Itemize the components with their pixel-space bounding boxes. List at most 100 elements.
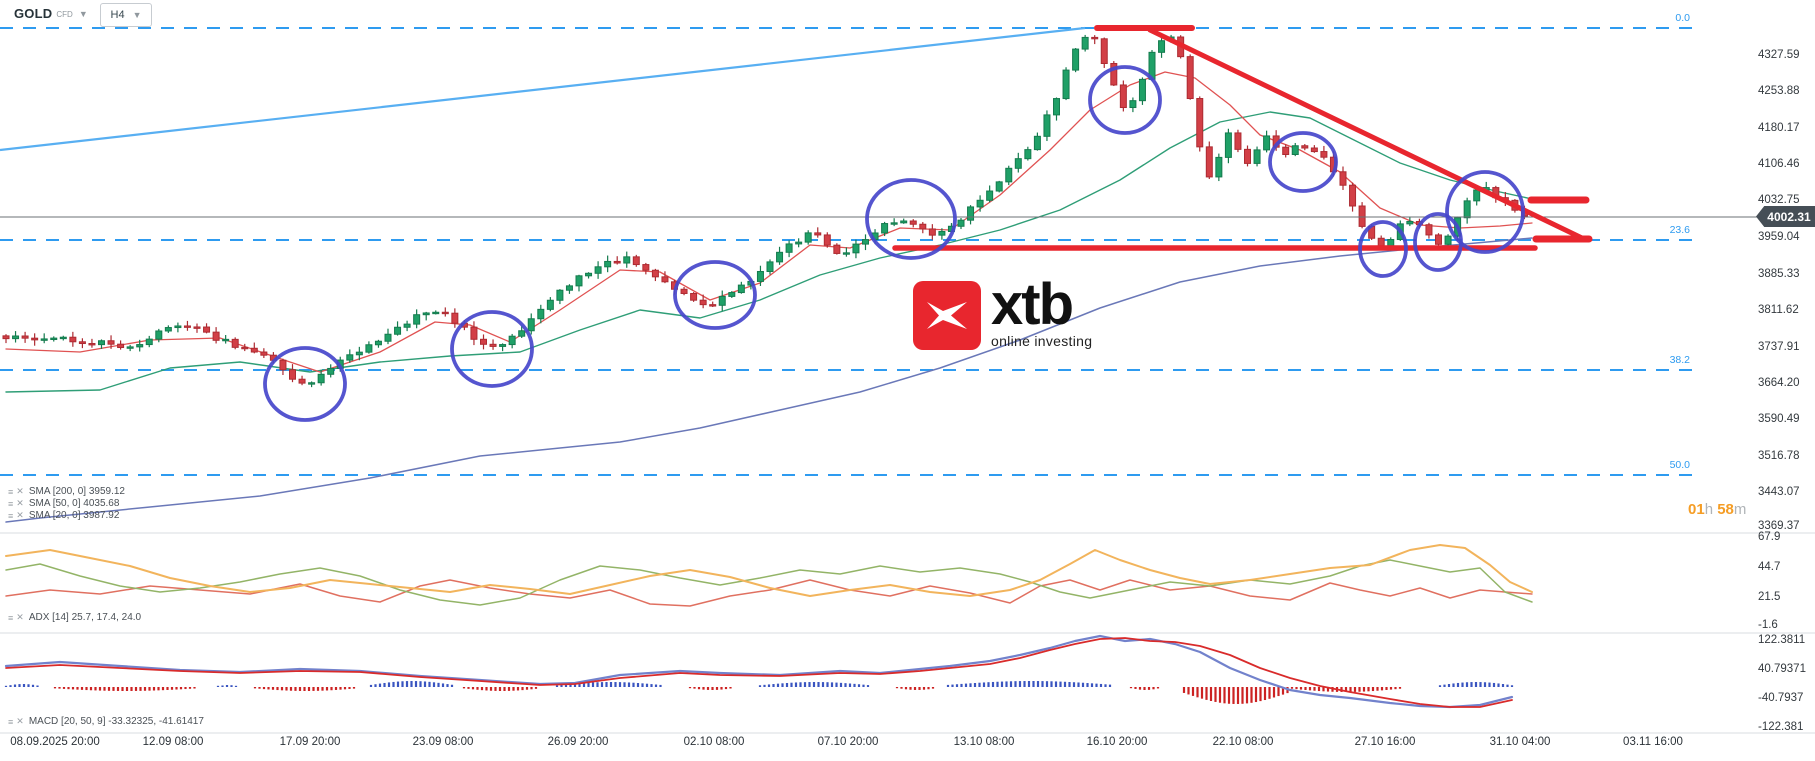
candle-body <box>518 330 526 337</box>
highlight-circle <box>673 260 757 330</box>
legend-remove-icon[interactable]: ✕ <box>16 486 24 496</box>
macd-axis-label: -40.7937 <box>1758 692 1804 704</box>
candle-body <box>594 266 602 274</box>
macd-signal-line <box>5 637 1513 708</box>
xtb-tagline-text: online investing <box>991 333 1093 349</box>
candle-body <box>499 344 507 347</box>
candle-body <box>1014 158 1022 169</box>
legend-menu-icon[interactable]: ≡ <box>8 498 14 509</box>
legend-sma50: ≡ ✕ SMA [50, 0] 4035.68 <box>8 498 119 509</box>
fib-level-label: 50.0 <box>1669 459 1690 471</box>
candle-body <box>308 382 316 385</box>
xtb-watermark: xtb online investing <box>913 276 1093 350</box>
candle-body <box>737 284 745 294</box>
candle-body <box>699 299 707 306</box>
candle-body <box>995 181 1003 192</box>
red-trendline <box>1147 27 1585 241</box>
candle-body <box>1310 147 1318 153</box>
candle-body <box>289 369 296 380</box>
candle-body <box>164 327 172 332</box>
legend-remove-icon[interactable]: ✕ <box>16 498 24 508</box>
candle-body <box>604 260 612 268</box>
price-axis-label: 4253.88 <box>1758 85 1800 97</box>
adx-axis-label: 44.7 <box>1758 561 1781 573</box>
candle-body <box>909 220 917 225</box>
legend-menu-icon[interactable]: ≡ <box>8 612 14 623</box>
candle-body <box>1444 235 1452 245</box>
annotation-trendlines[interactable] <box>892 25 1593 251</box>
candle-body <box>155 330 163 340</box>
legend-remove-icon[interactable]: ✕ <box>16 716 24 726</box>
candle-body <box>480 338 487 345</box>
candle-body <box>327 367 335 375</box>
timeframe-dropdown[interactable]: H4 ▼ <box>100 3 152 27</box>
candle-body <box>1081 36 1089 50</box>
candle-body <box>632 256 640 266</box>
candle-body <box>203 326 211 333</box>
candle-body <box>1129 100 1137 109</box>
candle-body <box>1339 171 1347 186</box>
candle-body <box>1110 62 1118 86</box>
candle-body <box>260 351 268 356</box>
symbol-dropdown-caret-icon[interactable]: ▼ <box>78 8 88 19</box>
candle-body <box>728 292 736 297</box>
candle-body <box>1377 237 1385 247</box>
adx-indicator-lines <box>5 544 1533 607</box>
candle-body <box>776 251 784 263</box>
candle-body <box>298 378 306 384</box>
time-axis-label: 12.09 08:00 <box>142 736 204 748</box>
time-axis-label: 07.10 20:00 <box>817 736 879 748</box>
candle-body <box>833 244 841 254</box>
candle-body <box>2 335 10 340</box>
price-axis-label: 4032.75 <box>1758 194 1800 206</box>
macd-axis-label: 40.79371 <box>1758 663 1806 675</box>
candle-body <box>1119 84 1127 109</box>
legend-remove-icon[interactable]: ✕ <box>16 612 24 622</box>
candle-body <box>451 312 459 324</box>
candle-body <box>1186 56 1194 100</box>
legend-label: ADX [14] 25.7, 17.4, 24.0 <box>28 612 142 623</box>
instrument-header[interactable]: GOLD CFD ▼ <box>14 6 88 21</box>
countdown-minutes: 58 <box>1717 501 1734 518</box>
candle-body <box>78 341 86 345</box>
time-axis-label: 22.10 08:00 <box>1212 736 1274 748</box>
price-axis-label: 3664.20 <box>1758 377 1800 389</box>
instrument-type-label: CFD <box>56 10 73 19</box>
adx-axis-label: 67.9 <box>1758 531 1781 543</box>
annotation-circles[interactable] <box>263 65 1525 422</box>
candle-body <box>785 243 793 253</box>
legend-remove-icon[interactable]: ✕ <box>16 510 24 520</box>
xtb-logo-icon <box>913 281 981 350</box>
candle-body <box>212 331 220 341</box>
candle-body <box>986 190 994 201</box>
candle-body <box>928 228 936 236</box>
candle-body <box>651 269 659 278</box>
candle-body <box>546 299 554 310</box>
sma50-line <box>5 111 1533 393</box>
candle-body <box>1158 40 1166 53</box>
candle-body <box>88 343 96 346</box>
candle-body <box>250 347 258 353</box>
candle-body <box>384 333 392 342</box>
panel-dividers <box>0 532 1815 734</box>
candle-body <box>766 261 774 272</box>
candle-body <box>241 346 249 350</box>
legend-menu-icon[interactable]: ≡ <box>8 486 14 497</box>
candle-body <box>403 323 411 328</box>
candle-body <box>40 338 48 341</box>
legend-menu-icon[interactable]: ≡ <box>8 510 14 521</box>
candle-body <box>1282 146 1290 155</box>
candle-body <box>1224 132 1232 158</box>
macd-line <box>4 634 1514 709</box>
candle-body <box>355 351 363 356</box>
candle-body <box>642 264 650 271</box>
highlight-circle <box>1358 220 1408 278</box>
candle-body <box>21 335 29 339</box>
candle-body <box>709 304 717 307</box>
legend-label: MACD [20, 50, 9] -33.32325, -41.61417 <box>28 716 204 727</box>
current-price-tag: 4002.31 <box>1756 206 1815 227</box>
sma-lines <box>5 71 1533 523</box>
candle-body <box>938 231 946 236</box>
legend-menu-icon[interactable]: ≡ <box>8 716 14 727</box>
